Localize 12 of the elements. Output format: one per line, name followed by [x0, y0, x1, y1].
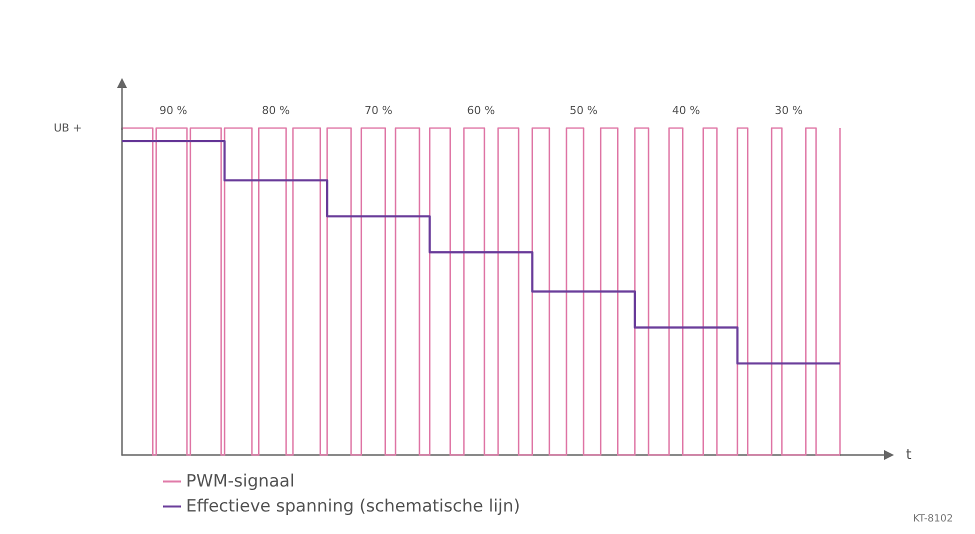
x-tick-label: 70 %: [364, 104, 392, 117]
x-axis-title: t: [906, 447, 912, 463]
x-tick-label: 30 %: [774, 104, 803, 117]
x-tick-label: 60 %: [467, 104, 495, 117]
text: KT-8102: [912, 514, 953, 524]
x-tick-label: 50 %: [570, 104, 598, 117]
x-tick-label: 40 %: [672, 104, 700, 117]
x-tick-label: 90 %: [159, 104, 188, 117]
legend-label: Effectieve spanning (schematische lijn): [186, 496, 520, 516]
legend-label: PWM-signaal: [186, 472, 295, 492]
x-tick-label: 80 %: [262, 104, 290, 117]
y-axis-title: UB +: [54, 122, 82, 134]
